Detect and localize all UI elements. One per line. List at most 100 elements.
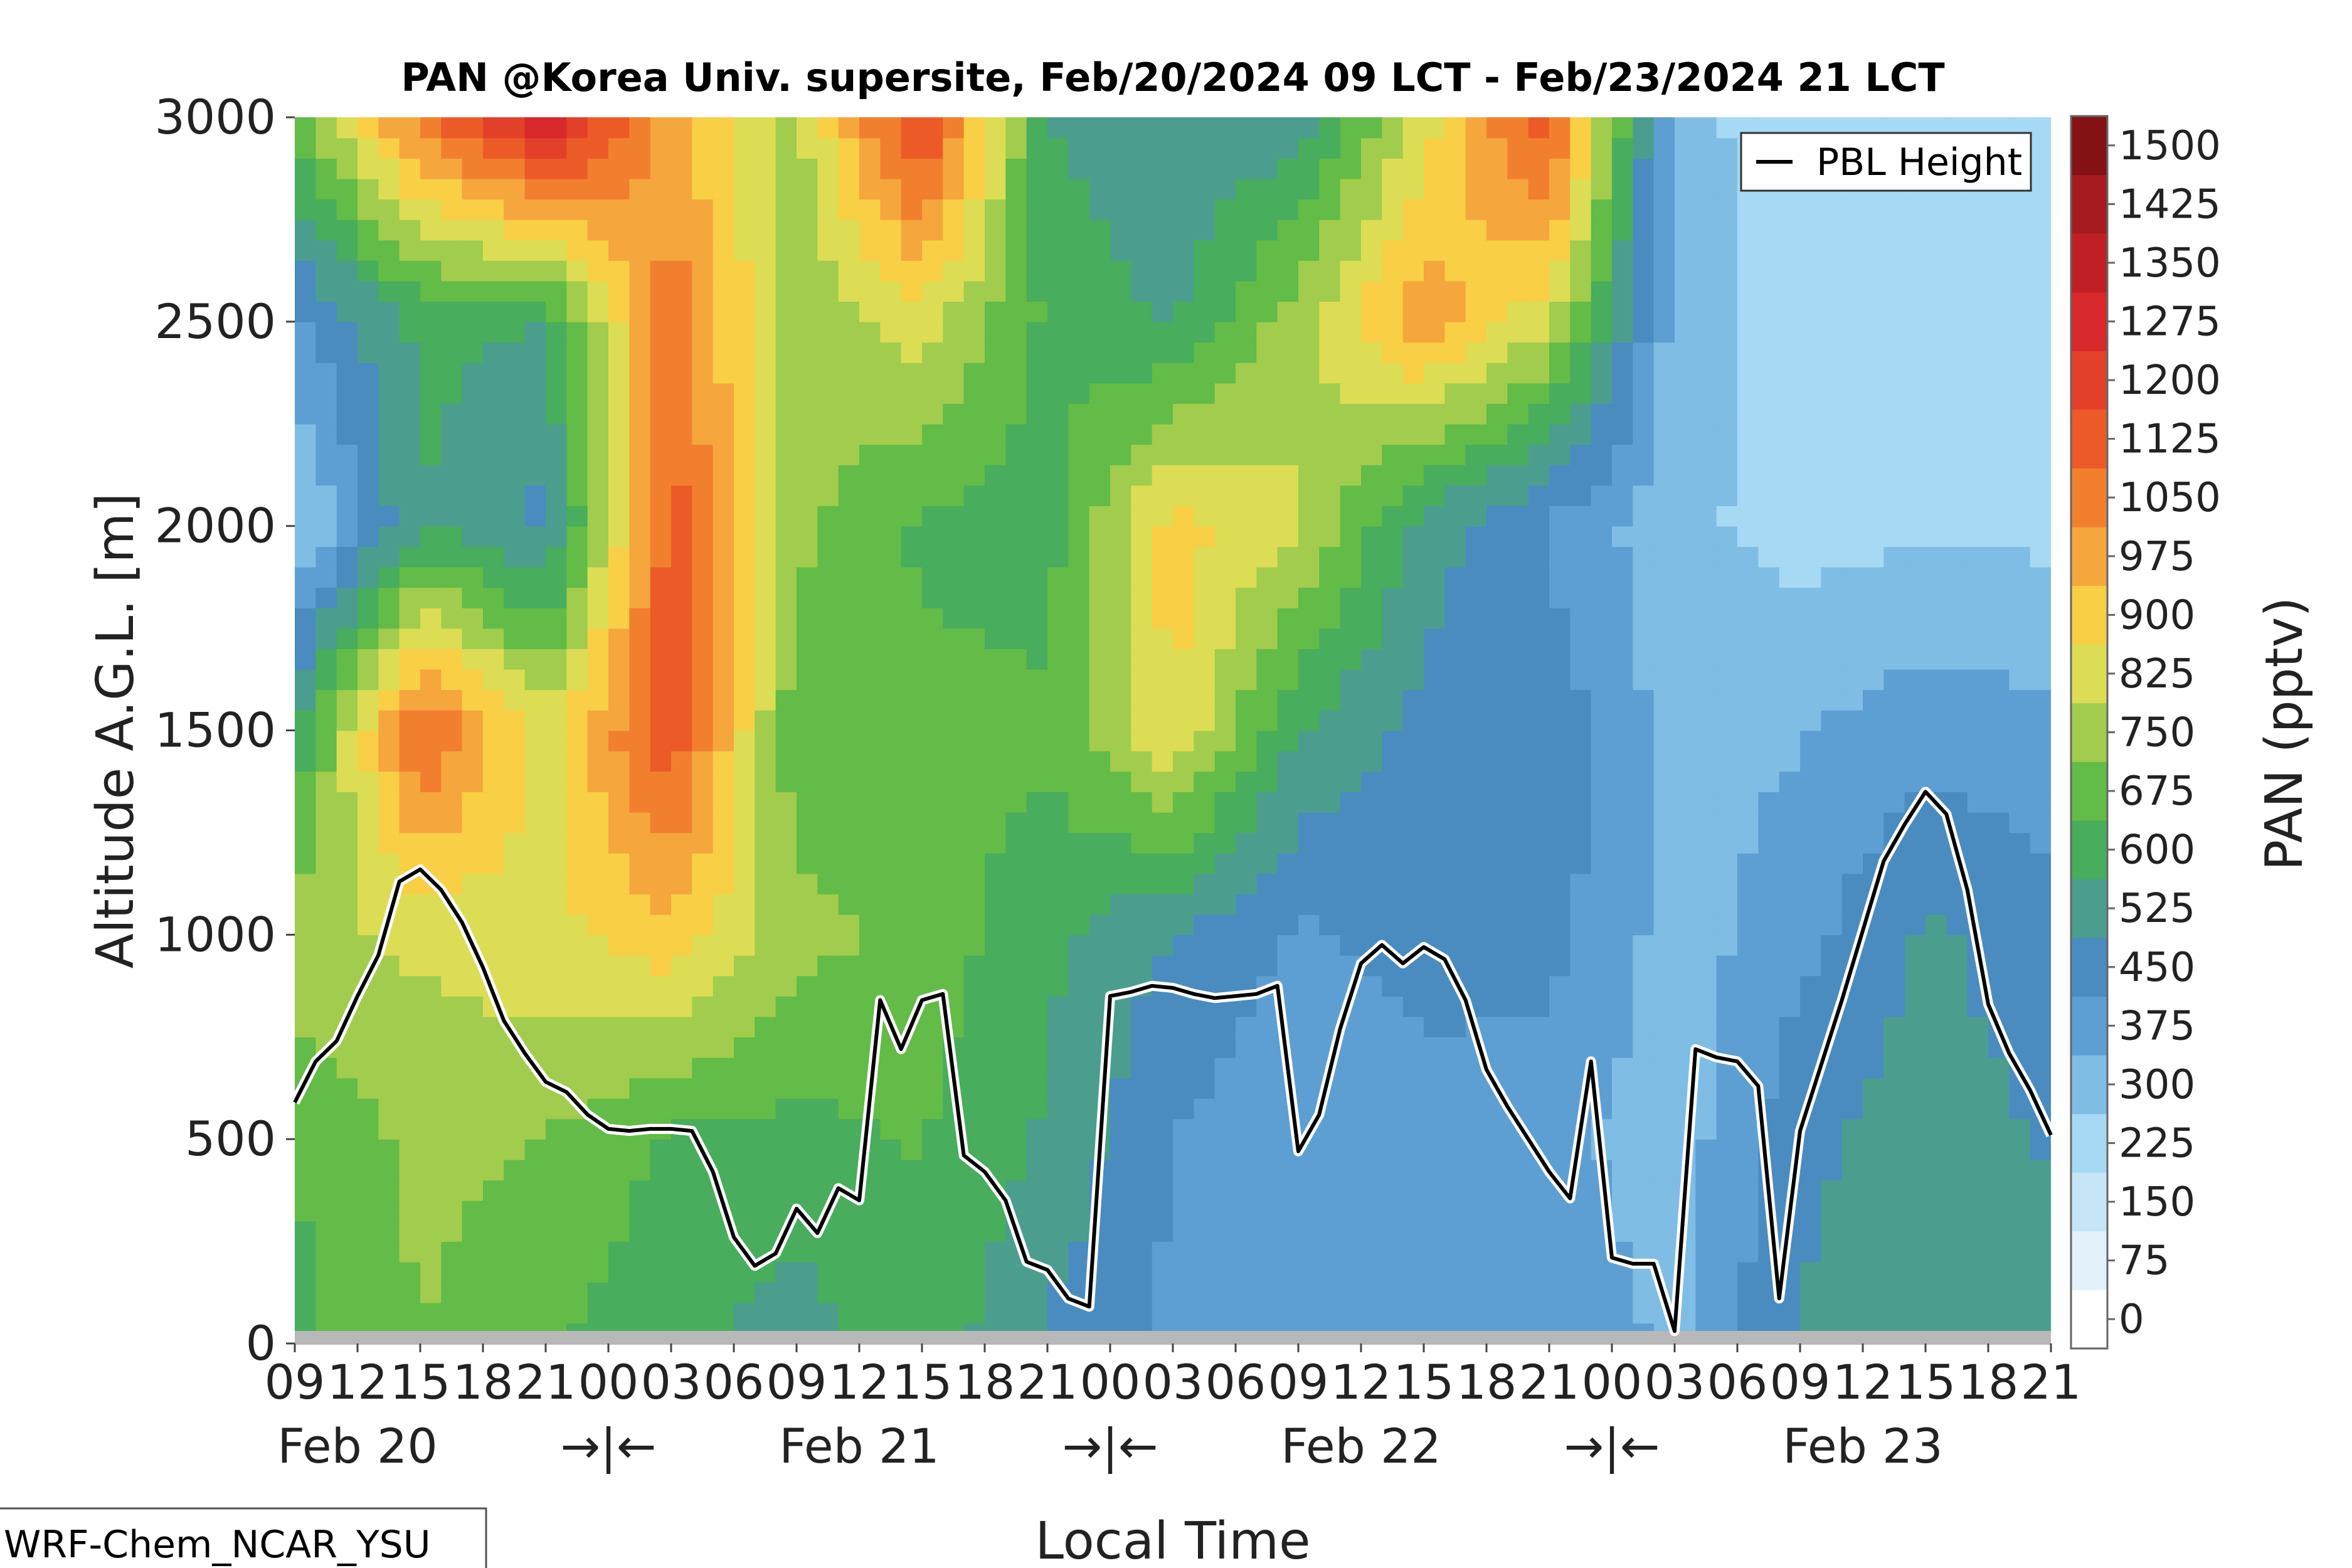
pan-cell [1173,1118,1195,1140]
pan-cell [1716,1118,1738,1140]
pan-cell [608,1261,630,1283]
pan-cell [1194,219,1216,241]
pan-cell [775,1282,797,1303]
pan-cell [1779,587,1801,608]
pan-cell [441,996,463,1017]
pan-cell [1005,566,1027,588]
pan-cell [1612,853,1634,874]
pan-cell [1298,894,1320,915]
pan-cell [462,1180,484,1201]
pan-cell [963,1221,985,1242]
pan-cell [1047,975,1069,997]
pan-cell [1424,240,1446,261]
pan-cell [1236,853,1258,874]
pan-cell [1904,1098,1926,1120]
pan-cell [1653,914,1675,936]
pan-cell [441,342,463,363]
pan-cell [1967,812,1989,834]
pan-cell [1737,955,1759,977]
pan-cell [1549,199,1571,220]
pan-cell [336,853,358,874]
pan-cell [1236,301,1258,322]
pan-cell [378,280,400,302]
pan-cell [420,485,442,506]
pan-cell [358,219,379,241]
pan-cell [1256,873,1278,894]
pan-cell [1926,751,1947,772]
pan-cell [1026,423,1048,445]
pan-cell [1863,1180,1885,1201]
pan-cell [1298,1057,1320,1079]
pan-cell [671,280,693,302]
pan-cell [1005,526,1027,548]
pan-cell [1821,1098,1843,1120]
pan-cell [1612,178,1634,200]
pan-cell [399,1057,421,1079]
pan-cell [1967,1302,1989,1324]
pan-cell [1758,975,1780,997]
pan-cell [1382,444,1404,465]
pan-cell [1361,383,1383,404]
pan-cell [546,1037,568,1058]
pan-cell [1319,608,1341,629]
pan-cell [1214,1078,1236,1099]
pan-cell [587,464,609,486]
pan-cell [755,975,776,997]
pan-cell [1507,955,1529,977]
pan-cell [734,280,756,302]
pan-cell [420,321,442,343]
pan-cell [504,219,526,241]
pan-cell [1926,321,1947,343]
pan-cell [1800,363,1822,384]
pan-cell [1737,260,1759,282]
pan-cell [1821,240,1843,261]
pan-cell [399,137,421,159]
pan-cell [420,1261,442,1283]
pan-cell [1152,506,1173,527]
pan-cell [712,260,734,282]
pan-cell [734,628,756,649]
pan-cell [1926,1221,1947,1242]
pan-cell [483,403,505,425]
pan-cell [1361,137,1383,159]
pan-cell [1340,1180,1362,1201]
pan-cell [378,1016,400,1038]
pan-cell [1277,628,1299,649]
pan-cell [1465,1078,1487,1099]
pan-cell [692,280,714,302]
pan-cell [1821,608,1843,629]
pan-cell [1486,526,1508,548]
pan-cell [1319,873,1341,894]
pan-cell [650,1057,672,1079]
pan-cell [566,914,588,936]
pan-cell [1967,383,1989,404]
pan-cell [1779,240,1801,261]
pan-cell [1340,792,1362,813]
pan-cell [1465,1221,1487,1242]
pan-cell [1005,751,1027,772]
pan-cell [1507,628,1529,649]
pan-cell [1361,485,1383,506]
pan-cell [671,444,693,465]
pan-cell [922,730,944,751]
pan-cell [2009,751,2031,772]
pan-cell [712,117,734,139]
pan-cell [587,1159,609,1181]
pan-cell [963,403,985,425]
pan-cell [1089,464,1111,486]
pan-cell [315,363,337,384]
pan-cell [1528,873,1550,894]
pan-cell [1236,526,1258,548]
pan-cell [1821,301,1843,322]
pan-cell [1507,464,1529,486]
pan-cell [1131,1139,1153,1160]
pan-cell [420,1078,442,1099]
pan-cell [1841,628,1863,649]
pan-cell [1340,608,1362,629]
pan-cell [1110,566,1132,588]
pan-cell [420,751,442,772]
pan-cell [1528,996,1550,1017]
pan-cell [1904,260,1926,282]
pan-cell [1340,260,1362,282]
pan-cell [734,649,756,670]
